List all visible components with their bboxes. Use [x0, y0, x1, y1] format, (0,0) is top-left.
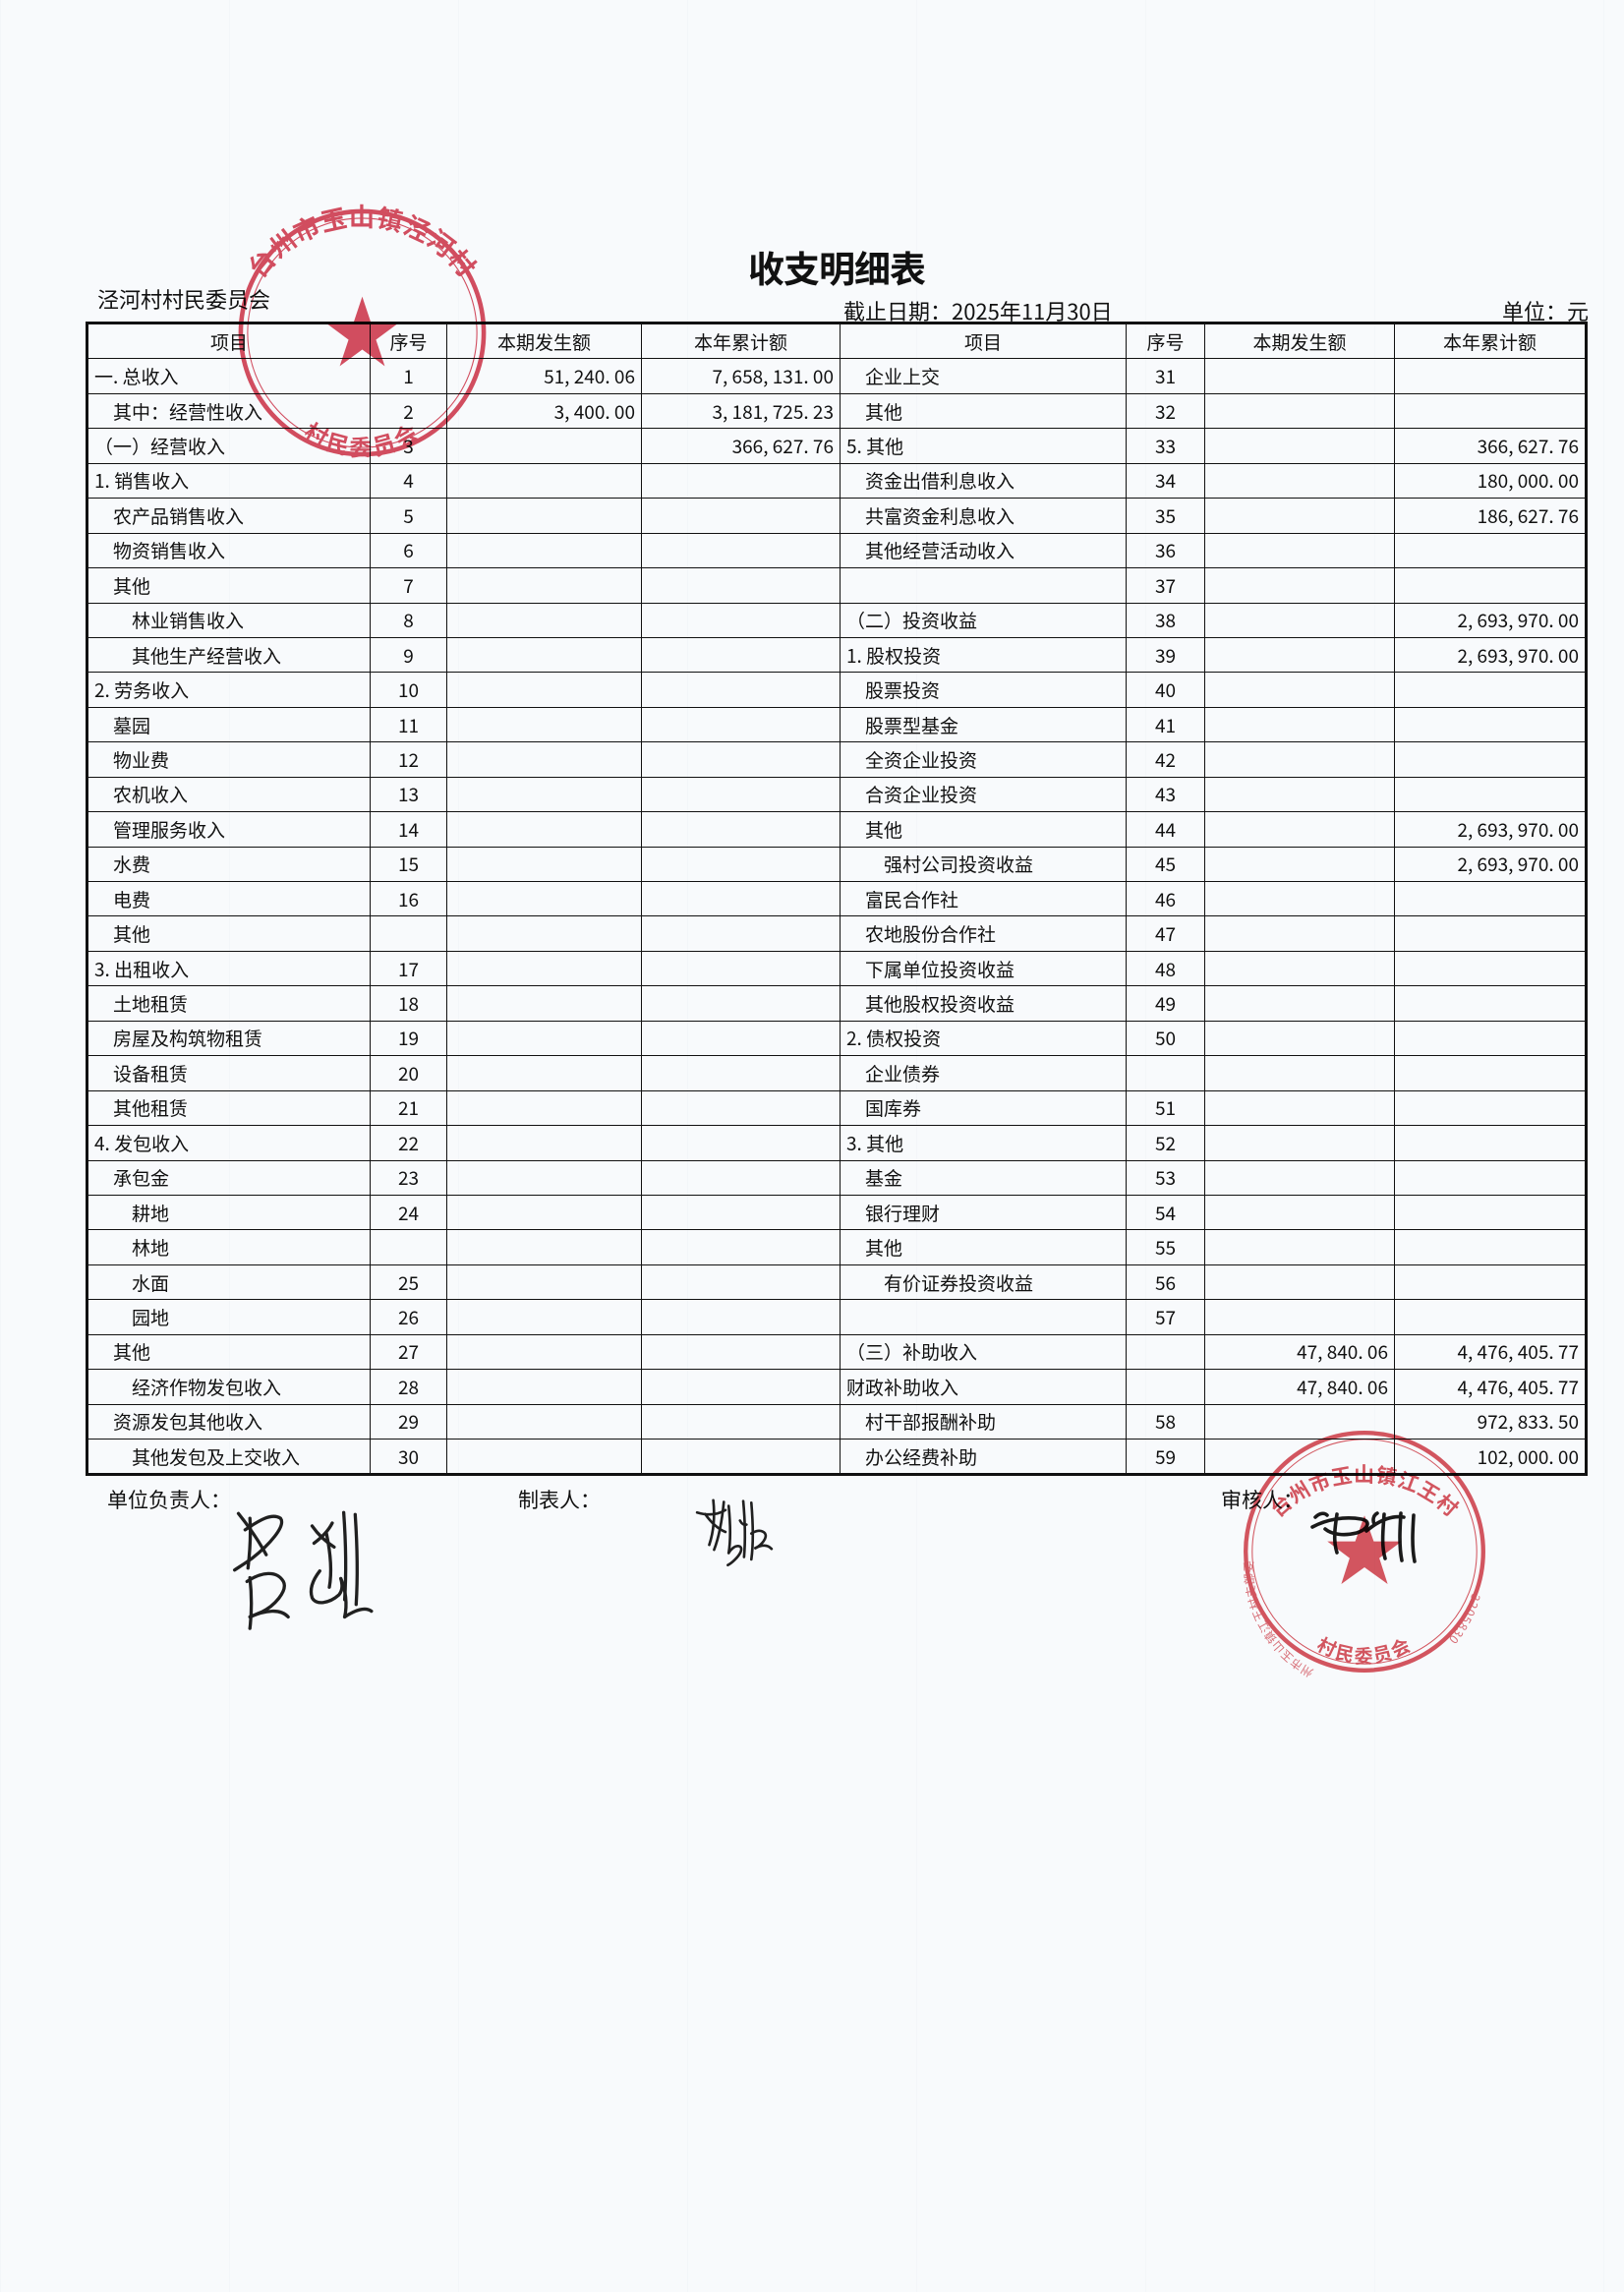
- svg-text:中共台州市玉山镇江王村支部委员会: 中共台州市玉山镇江王村支部委员会: [1216, 1403, 1316, 1681]
- svg-text:台州市玉山镇泾河村: 台州市玉山镇泾河村: [239, 198, 486, 284]
- svg-text:台州市玉山镇江王村: 台州市玉山镇江王村: [1262, 1458, 1466, 1523]
- svg-text:村民委员会: 村民委员会: [299, 413, 426, 462]
